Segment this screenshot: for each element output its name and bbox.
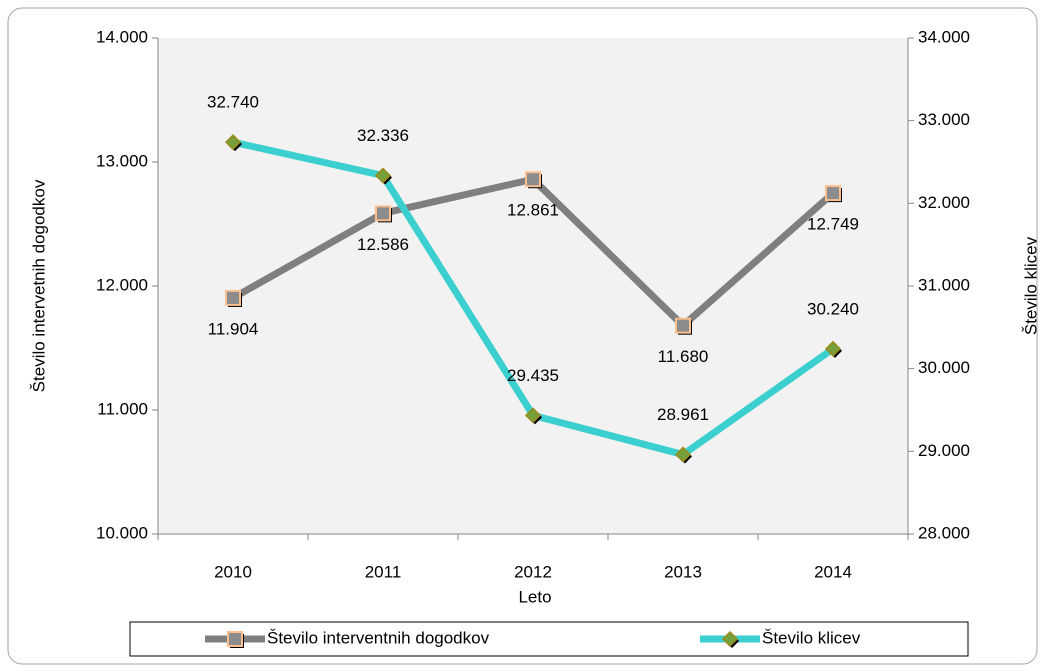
data-label: 29.435 bbox=[507, 366, 559, 385]
y-tick-label: 13.000 bbox=[96, 151, 148, 170]
y-tick-label: 10.000 bbox=[96, 523, 148, 542]
marker bbox=[824, 340, 842, 357]
x-tick-label: 2012 bbox=[514, 562, 552, 581]
x-tick-label: 2013 bbox=[664, 562, 702, 581]
data-label: 30.240 bbox=[807, 299, 859, 318]
data-label: 32.740 bbox=[207, 93, 259, 112]
data-label: 12.586 bbox=[357, 235, 409, 254]
y-tick-label: 14.000 bbox=[96, 27, 148, 46]
plot-area bbox=[158, 38, 908, 534]
y2-tick-label: 28.000 bbox=[918, 523, 970, 542]
data-label: 12.749 bbox=[807, 215, 859, 234]
x-axis-title: Leto bbox=[518, 587, 551, 606]
marker bbox=[375, 205, 391, 222]
y2-axis-title: Število klicev bbox=[1021, 236, 1040, 335]
marker bbox=[224, 134, 242, 151]
marker bbox=[225, 289, 241, 306]
legend-label: Število interventnih dogodkov bbox=[267, 628, 490, 647]
y2-tick-label: 32.000 bbox=[918, 193, 970, 212]
marker bbox=[227, 631, 243, 647]
y2-tick-label: 34.000 bbox=[918, 27, 970, 46]
marker bbox=[721, 630, 739, 648]
data-label: 11.680 bbox=[658, 347, 709, 366]
x-tick-label: 2011 bbox=[365, 562, 402, 581]
x-tick-label: 2014 bbox=[814, 562, 852, 581]
marker bbox=[374, 167, 392, 184]
y-tick-label: 12.000 bbox=[96, 275, 148, 294]
marker bbox=[825, 185, 841, 202]
data-label: 12.861 bbox=[507, 201, 559, 220]
y2-tick-label: 29.000 bbox=[918, 441, 970, 460]
legend-label: Število klicev bbox=[762, 628, 861, 647]
y2-tick-label: 30.000 bbox=[918, 358, 970, 377]
data-label: 28.961 bbox=[657, 405, 709, 424]
data-label: 32.336 bbox=[357, 126, 409, 145]
marker bbox=[524, 407, 542, 424]
marker bbox=[675, 317, 691, 334]
data-label: 11.904 bbox=[208, 319, 259, 338]
y-tick-label: 11.000 bbox=[97, 399, 148, 418]
marker bbox=[674, 446, 692, 463]
marker bbox=[525, 171, 541, 188]
legend bbox=[129, 621, 969, 657]
y2-tick-label: 31.000 bbox=[918, 275, 970, 294]
x-tick-label: 2010 bbox=[214, 562, 252, 581]
y-axis-title: Število intervetnih dogodkov bbox=[29, 179, 48, 392]
y2-tick-label: 33.000 bbox=[918, 110, 970, 129]
